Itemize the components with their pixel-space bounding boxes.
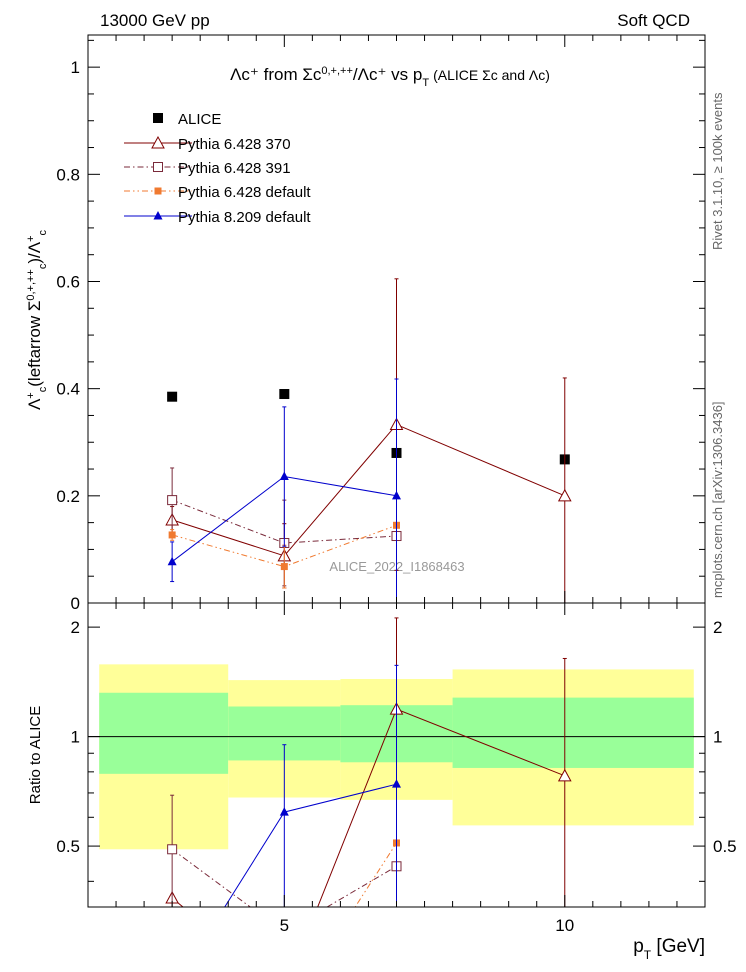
ratio-marker-3-1	[279, 807, 289, 816]
main-marker-0-0	[167, 391, 178, 402]
main-marker-3-0	[168, 531, 176, 539]
main-marker-1-3	[557, 488, 572, 502]
ratio-y-tick-label-right: 1	[713, 728, 722, 747]
main-y-axis-label: Λ+c(leftarrow Σ0,+,++c)/Λ+c	[25, 229, 49, 410]
ratio-series-line-0	[171, 708, 565, 907]
main-y-tick-label: 0.6	[56, 272, 80, 291]
main-marker-4-0	[167, 556, 177, 566]
main-series-0	[167, 389, 570, 465]
ratio-y-tick-label: 0.5	[56, 837, 80, 856]
ratio-series-line-1	[171, 848, 397, 907]
main-marker-4-2	[392, 490, 401, 500]
main-y-tick-label: 0.2	[56, 487, 80, 506]
ratio-marker-0-3	[557, 768, 572, 782]
legend-marker-4	[153, 211, 163, 220]
ratio-y-tick-label-right: 2	[713, 618, 722, 637]
rivet-version-label: Rivet 3.1.10, ≥ 100k events	[710, 92, 725, 250]
mcplots-credit-label: mcplots.cern.ch [arXiv:1306.3436]	[710, 401, 725, 598]
main-y-tick-label: 0.8	[56, 165, 80, 184]
main-marker-0-1	[279, 389, 290, 400]
ratio-marker-1-0	[167, 844, 178, 855]
main-marker-2-0	[167, 495, 178, 506]
main-series-1	[165, 278, 572, 603]
main-plot-title: Λc⁺ from Σc0,+,++/Λc⁺ vs pT (ALICE Σc and…	[230, 65, 550, 89]
header-left-label: 13000 GeV pp	[100, 11, 210, 30]
axes-frames: 0 0.2 0.4 0.6 0.8 1 5 10 0.5 0.5 1 1 2 2	[56, 34, 737, 935]
main-y-tick-label: 0	[71, 594, 80, 613]
ratio-marker-3-2	[392, 779, 401, 788]
main-y-tick-label: 0.4	[56, 380, 80, 399]
header-right-label: Soft QCD	[617, 11, 690, 30]
ratio-y-tick-label: 1	[71, 728, 80, 747]
main-series-4	[167, 378, 401, 603]
legend-marker-3	[154, 187, 162, 195]
ratio-series-line-2	[354, 842, 397, 907]
legend-marker-1	[151, 135, 165, 149]
main-plot-area	[165, 278, 572, 603]
main-y-tick-label: 1	[71, 58, 80, 77]
ratio-band-inner-0	[99, 692, 229, 774]
legend-label-4: Pythia 8.209 default	[178, 209, 311, 226]
x-tick-label: 10	[555, 916, 574, 935]
ratio-plot-area	[165, 617, 572, 915]
legend-label-1: Pythia 6.428 370	[178, 136, 291, 153]
ratio-marker-2-0	[169, 908, 176, 915]
main-marker-4-1	[279, 471, 289, 481]
legend-marker-0	[153, 113, 163, 123]
ratio-y-tick-label: 2	[71, 618, 80, 637]
legend: ALICE Pythia 6.428 370 Pythia 6.428 391 Pyt…	[124, 111, 311, 226]
legend-label-3: Pythia 6.428 default	[178, 184, 311, 201]
x-tick-label: 5	[280, 916, 289, 935]
ratio-y-tick-label-right: 0.5	[713, 837, 737, 856]
ratio-band-inner-3	[452, 697, 694, 768]
main-series-line-3	[171, 524, 397, 568]
legend-label-2: Pythia 6.428 391	[178, 160, 291, 177]
legend-label-0: ALICE	[178, 111, 221, 128]
main-series-line-1	[171, 423, 565, 557]
main-marker-3-1	[280, 563, 288, 571]
x-axis-label: pT [GeV]	[633, 936, 705, 962]
ratio-y-axis-label: Ratio to ALICE	[27, 706, 44, 804]
legend-marker-2	[153, 162, 163, 172]
